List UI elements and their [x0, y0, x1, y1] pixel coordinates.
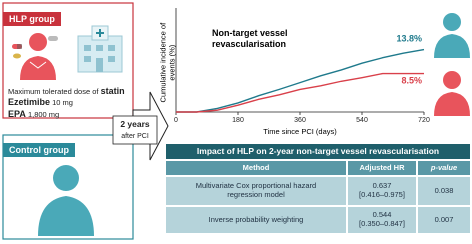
x-tick-label: 720: [418, 117, 430, 124]
hlp-title: HLP group: [3, 12, 61, 26]
plot: 0 180 360 540 720 13.8% 8.5%: [174, 8, 430, 124]
table-header: Method: [166, 161, 346, 175]
x-tick-label: 540: [356, 117, 368, 124]
table-header: Adjusted HR: [348, 161, 416, 175]
drug-line: Ezetimibe 10 mg: [8, 97, 125, 108]
pill-icons: [12, 36, 58, 59]
drug-prefix: Maximum tolerated dose of: [8, 87, 99, 96]
x-tick-label: 360: [294, 117, 306, 124]
end-label: 8.5%: [401, 76, 422, 86]
drug-line: Maximum tolerated dose of statin: [8, 86, 125, 97]
hr-hr: 0.544: [372, 210, 392, 220]
x-tick-label: 180: [232, 117, 244, 124]
table-header: p-value: [418, 161, 470, 175]
drug-name: EPA: [8, 108, 26, 119]
hlp-person-icon: [20, 33, 56, 80]
x-tick-label: 0: [174, 117, 178, 124]
table-title: Impact of HLP on 2-year non-target vesse…: [166, 144, 470, 159]
control-title: Control group: [3, 143, 75, 157]
drug-line: EPA 1,800 mg: [8, 109, 125, 120]
hr-ci: [0.350–0.847]: [359, 219, 405, 228]
method-cell: Multivariate Cox proportional hazard reg…: [166, 177, 346, 205]
end-label: 13.8%: [396, 34, 422, 44]
p-cell: 0.038: [418, 177, 470, 205]
series-line: [176, 72, 424, 113]
hospital-icon: [77, 25, 123, 73]
series-line: [176, 48, 425, 113]
hr-cell: 0.544 [0.350–0.847]: [348, 207, 416, 233]
drug-dose: 1,800 mg: [27, 109, 60, 119]
hr-ci: [0.416–0.975]: [359, 190, 405, 199]
arrow-label-bold: 2 years: [120, 119, 150, 129]
hlp-person-small: [434, 71, 470, 116]
drug-dose: 10 mg: [52, 98, 73, 108]
drug-name: statin: [100, 86, 125, 96]
drug-list: Maximum tolerated dose of statin Ezetimi…: [8, 86, 125, 120]
arrow-label-box: [112, 115, 158, 145]
drug-name: Ezetimibe: [8, 97, 51, 108]
control-person-small: [434, 13, 470, 58]
hr-cell: 0.637 [0.416–0.975]: [348, 177, 416, 205]
hr-hr: 0.637: [372, 181, 392, 191]
arrow-label-text: after PCI: [121, 133, 149, 140]
method-cell: Inverse probability weighting: [166, 207, 346, 233]
x-axis-label: Time since PCI (days): [263, 127, 337, 136]
p-cell: 0.007: [418, 207, 470, 233]
control-person-icon: [38, 165, 94, 236]
chart-title: Non-target vessel revascularisation: [212, 28, 288, 49]
y-axis-label: Cumulative incidence of events (%): [158, 22, 176, 103]
